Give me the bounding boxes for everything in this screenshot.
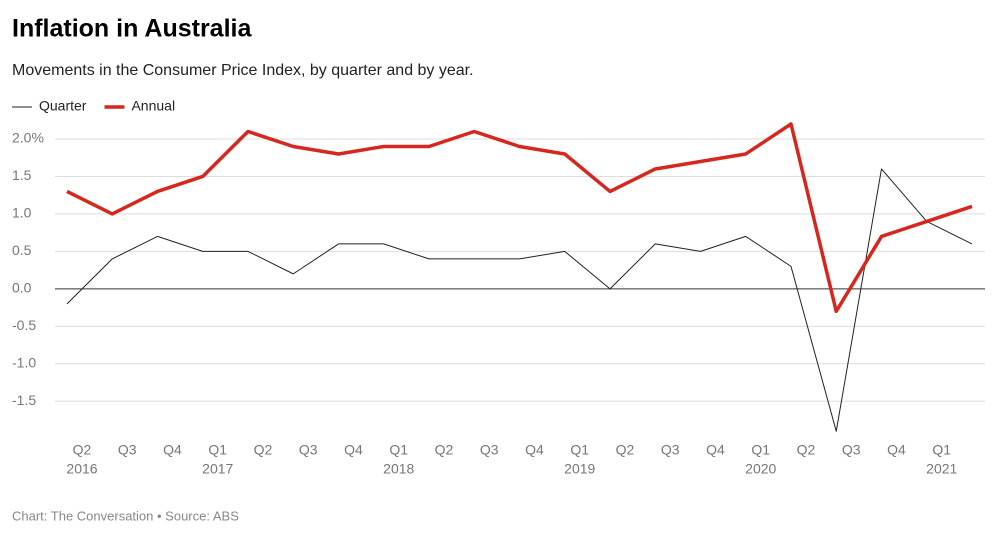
x-tick-label: Q3 xyxy=(661,442,680,458)
x-tick-label: Q1 xyxy=(208,442,227,458)
x-tick-label: Q4 xyxy=(887,442,906,458)
x-tick-label: Q2 xyxy=(435,442,454,458)
x-tick-label: Q4 xyxy=(163,442,182,458)
x-tick-label: Q2 xyxy=(616,442,635,458)
x-year-label: 2021 xyxy=(926,461,957,477)
x-year-label: 2019 xyxy=(564,461,595,477)
y-tick-label: 2.0% xyxy=(12,130,44,146)
y-tick-label: 0.0 xyxy=(12,280,32,296)
x-tick-label: Q2 xyxy=(73,442,92,458)
x-tick-label: Q3 xyxy=(842,442,861,458)
x-tick-label: Q2 xyxy=(797,442,816,458)
x-tick-label: Q2 xyxy=(254,442,273,458)
x-tick-label: Q4 xyxy=(344,442,363,458)
series-line xyxy=(66,168,973,432)
source-note: Chart: The Conversation • Source: ABS xyxy=(12,508,239,523)
x-tick-label: Q3 xyxy=(480,442,499,458)
x-tick-label: Q4 xyxy=(706,442,725,458)
y-tick-label: 1.0 xyxy=(12,205,32,221)
chart-title: Inflation in Australia xyxy=(12,15,252,43)
x-tick-label: Q1 xyxy=(751,442,770,458)
chart-subtitle: Movements in the Consumer Price Index, b… xyxy=(12,62,474,79)
y-tick-label: 0.5 xyxy=(12,242,32,258)
x-tick-label: Q1 xyxy=(570,442,589,458)
x-tick-label: Q4 xyxy=(525,442,544,458)
x-year-label: 2017 xyxy=(202,461,233,477)
x-year-label: 2018 xyxy=(383,461,414,477)
y-tick-label: -0.5 xyxy=(12,317,36,333)
x-year-label: 2020 xyxy=(745,461,776,477)
x-tick-label: Q1 xyxy=(932,442,951,458)
x-tick-label: Q1 xyxy=(389,442,408,458)
x-tick-label: Q3 xyxy=(299,442,318,458)
legend-label: Annual xyxy=(131,98,175,114)
x-tick-label: Q3 xyxy=(118,442,137,458)
legend-label: Quarter xyxy=(39,98,87,114)
y-tick-label: 1.5 xyxy=(12,167,32,183)
y-tick-label: -1.0 xyxy=(12,355,36,371)
y-tick-label: -1.5 xyxy=(12,392,36,408)
x-year-label: 2016 xyxy=(66,461,97,477)
series-line xyxy=(66,122,973,314)
